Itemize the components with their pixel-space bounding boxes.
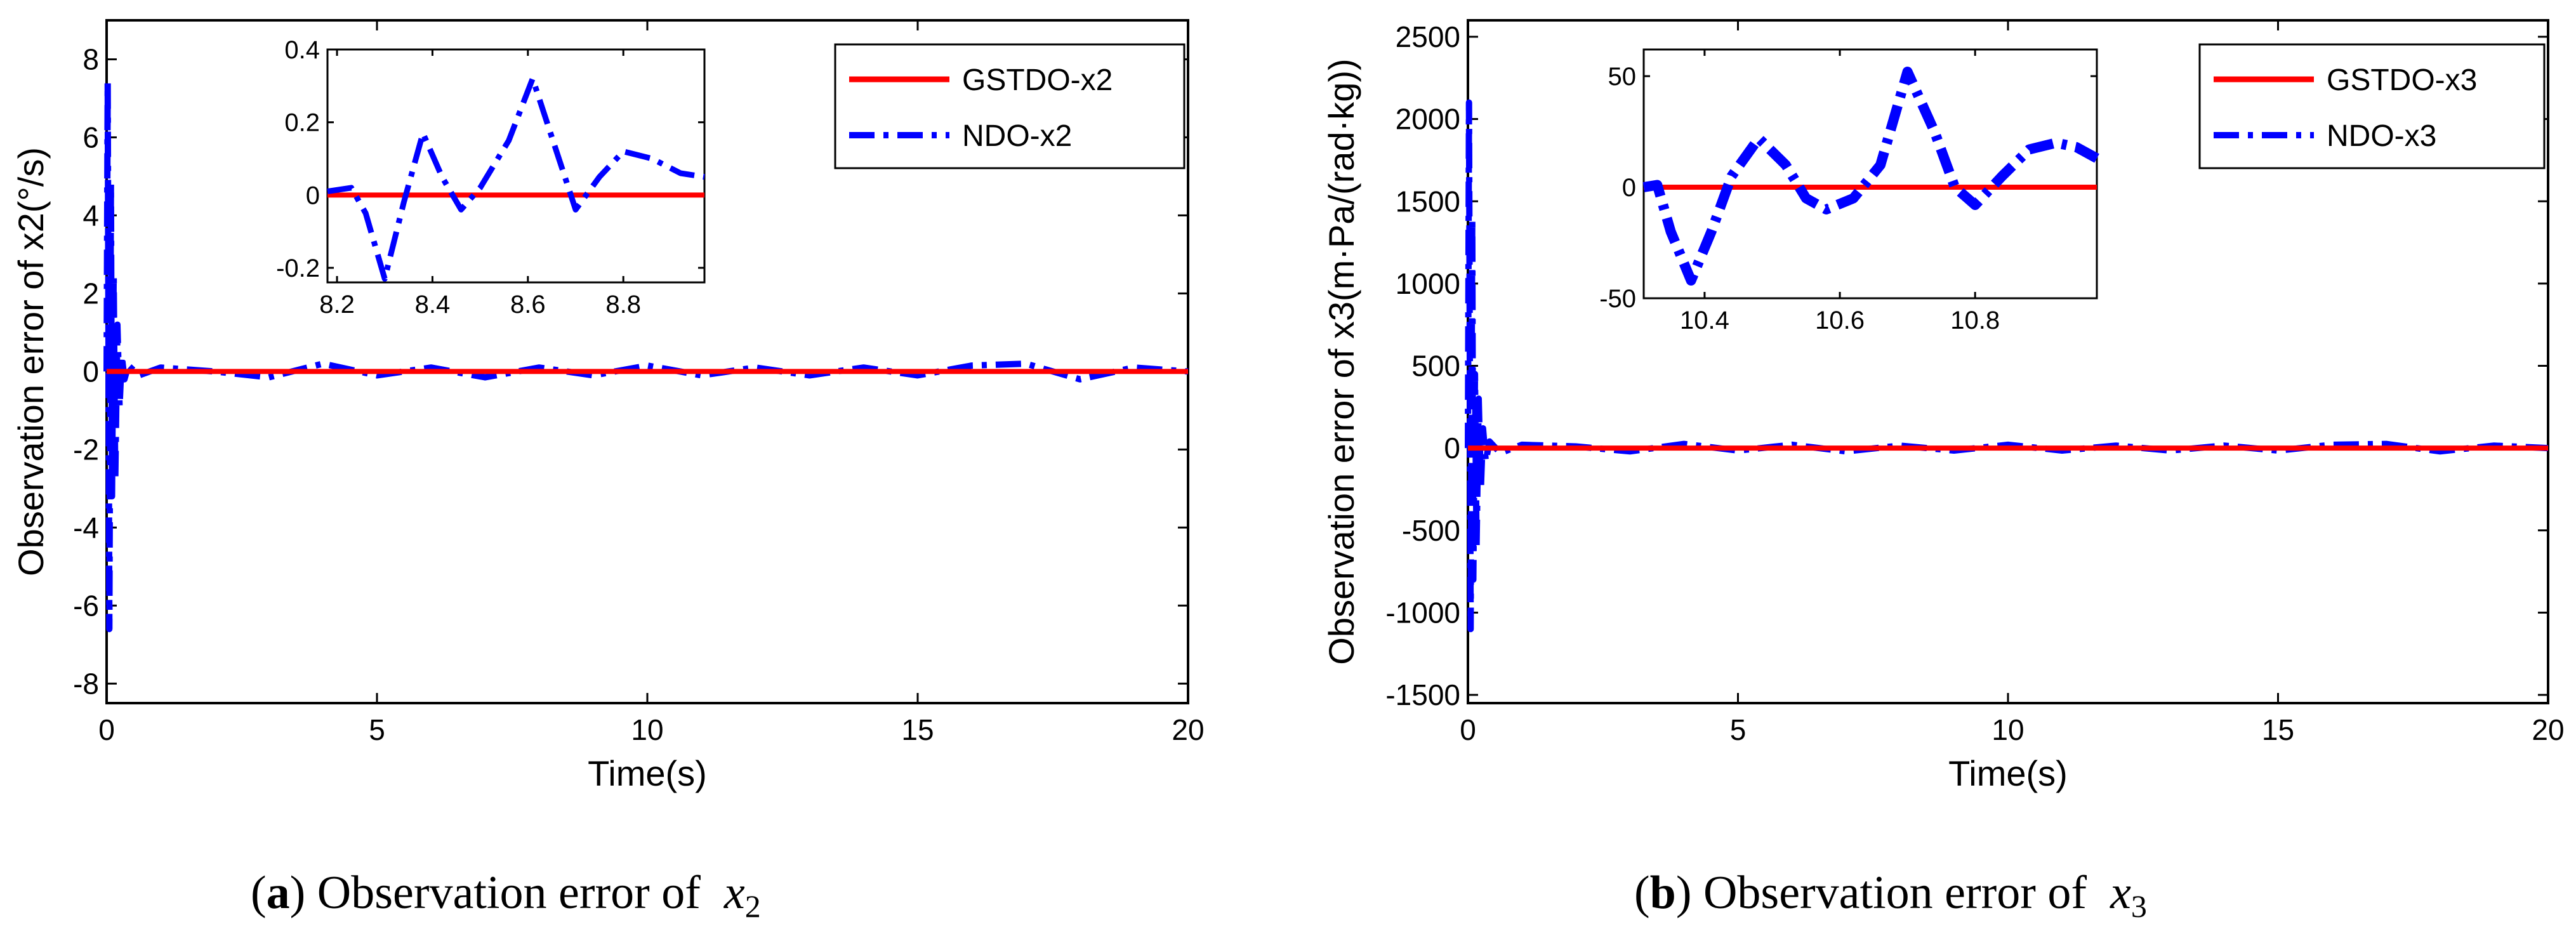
chart-a-xtick-label: 0 bbox=[98, 713, 115, 746]
chart-a-xtick-label: 20 bbox=[1172, 713, 1204, 746]
chart-b-ytick-label: 0 bbox=[1444, 432, 1460, 465]
chart-b-inset-series-ndo-x3 bbox=[1642, 67, 2099, 286]
chart-a-ytick-label: 4 bbox=[83, 199, 99, 232]
chart-a-xtick-label: 15 bbox=[901, 713, 934, 746]
chart-b-inset-ytick-label: -50 bbox=[1599, 285, 1636, 313]
chart-b-inset-ytick-label: 0 bbox=[1622, 174, 1636, 202]
chart-b-inset-xtick-label: 10.8 bbox=[1950, 307, 2000, 334]
chart-a-ytick-label: 0 bbox=[83, 355, 99, 388]
caption-b: (b) Observation error of x3 bbox=[1634, 867, 2147, 924]
chart-a-legend: GSTDO-x2 NDO-x2 bbox=[834, 43, 1186, 169]
chart-a-inset-plot-area bbox=[326, 48, 706, 284]
chart-a-inset-ytick-label: 0 bbox=[306, 181, 320, 209]
chart-a-inset-ytick-label: 0.2 bbox=[284, 109, 320, 137]
caption-a-sub: 2 bbox=[744, 888, 761, 924]
chart-b-ytick-label: 2500 bbox=[1396, 20, 1460, 53]
caption-b-text: ) Observation error of bbox=[1675, 867, 2087, 919]
caption-a-letter: a bbox=[266, 867, 290, 919]
chart-b-legend-label-ndo-x3: NDO-x3 bbox=[2327, 119, 2436, 153]
chart-b-legend-label-gstdo-x3: GSTDO-x3 bbox=[2327, 63, 2477, 97]
chart-a-inset-ytick-label: 0.4 bbox=[284, 36, 320, 64]
caption-a-var: x bbox=[723, 867, 745, 919]
chart-b-ytick-label: -500 bbox=[1402, 514, 1460, 547]
chart-a-inset-xtick-label: 8.4 bbox=[415, 291, 451, 319]
chart-a-ytick-label: -2 bbox=[73, 433, 99, 466]
chart-a-legend-label-gstdo-x2: GSTDO-x2 bbox=[962, 63, 1113, 97]
chart-a-ytick-label: -4 bbox=[73, 511, 99, 544]
chart-b-legend-box bbox=[2198, 43, 2546, 169]
chart-b-ytick-label: 2000 bbox=[1396, 103, 1460, 136]
caption-a-text: ) Observation error of bbox=[289, 867, 701, 919]
chart-b-xtick-label: 10 bbox=[1991, 713, 2024, 746]
chart-a-ytick-label: 2 bbox=[83, 277, 99, 310]
panel-a: 0 5 10 15 20 -8 -6 -4 -2 0 2 4 6 8 Time(s) Observation … bbox=[11, 19, 1205, 793]
chart-b-ytick-label: -1000 bbox=[1385, 596, 1460, 629]
chart-a-ylabel: Observation error of x2(°/s) bbox=[11, 147, 51, 576]
chart-b-xtick-label: 15 bbox=[2262, 713, 2294, 746]
chart-a-inset-ytick-label: -0.2 bbox=[276, 254, 320, 282]
chart-b-legend: GSTDO-x3 NDO-x3 bbox=[2198, 43, 2546, 169]
chart-a-xtick-label: 5 bbox=[369, 713, 385, 746]
caption-b-sub: 3 bbox=[2130, 888, 2147, 924]
caption-b-var: x bbox=[2110, 867, 2131, 919]
chart-a-inset-xtick-label: 8.6 bbox=[510, 291, 546, 319]
chart-b-ytick-label: 1500 bbox=[1396, 185, 1460, 218]
chart-b-inset-xtick-label: 10.4 bbox=[1680, 307, 1729, 334]
chart-a-xlabel: Time(s) bbox=[588, 753, 707, 793]
caption-b-letter: b bbox=[1649, 867, 1676, 919]
chart-a-xtick-label: 10 bbox=[631, 713, 663, 746]
chart-a-inset-xtick-label: 8.8 bbox=[605, 291, 641, 319]
chart-a-ytick-label: -6 bbox=[73, 589, 99, 622]
caption-a: (a) Observation error of x2 bbox=[251, 867, 761, 924]
chart-b-inset: 10.4 10.6 10.8 -50 0 50 bbox=[1599, 48, 2099, 334]
chart-a-ytick-label: 8 bbox=[83, 43, 99, 76]
chart-b-inset-ytick-label: 50 bbox=[1608, 63, 1637, 91]
chart-b-ytick-label: 1000 bbox=[1396, 267, 1460, 300]
chart-b-xlabel: Time(s) bbox=[1948, 753, 2068, 793]
chart-a-legend-box bbox=[834, 43, 1186, 169]
chart-a-legend-label-ndo-x2: NDO-x2 bbox=[962, 119, 1072, 153]
chart-b-inset-plot-area bbox=[1642, 48, 2098, 300]
chart-a-inset-xtick-label: 8.2 bbox=[319, 291, 355, 319]
chart-b-ytick-label: -1500 bbox=[1385, 678, 1460, 711]
chart-a-ytick-label: -8 bbox=[73, 667, 99, 700]
chart-b-ytick-label: 500 bbox=[1411, 350, 1460, 383]
chart-b-inset-xtick-label: 10.6 bbox=[1815, 307, 1865, 334]
chart-b-xtick-label: 5 bbox=[1730, 713, 1747, 746]
chart-a-ytick-label: 6 bbox=[83, 121, 99, 154]
panel-b: 0 5 10 15 20-1500-1000-500050010001500200025… bbox=[1321, 19, 2565, 793]
chart-b-xtick-label: 0 bbox=[1460, 713, 1476, 746]
chart-b-xtick-label: 20 bbox=[2532, 713, 2564, 746]
chart-b-ylabel: Observation error of x3(m·Pa/(rad·kg)) bbox=[1321, 58, 1361, 664]
chart-a-series-ndo-x2 bbox=[103, 79, 1189, 633]
chart-a-inset: 8.2 8.4 8.6 8.8 -0.2 0 0.2 0.4 bbox=[276, 36, 706, 319]
chart-a-inset-series-ndo-x2 bbox=[327, 76, 705, 282]
